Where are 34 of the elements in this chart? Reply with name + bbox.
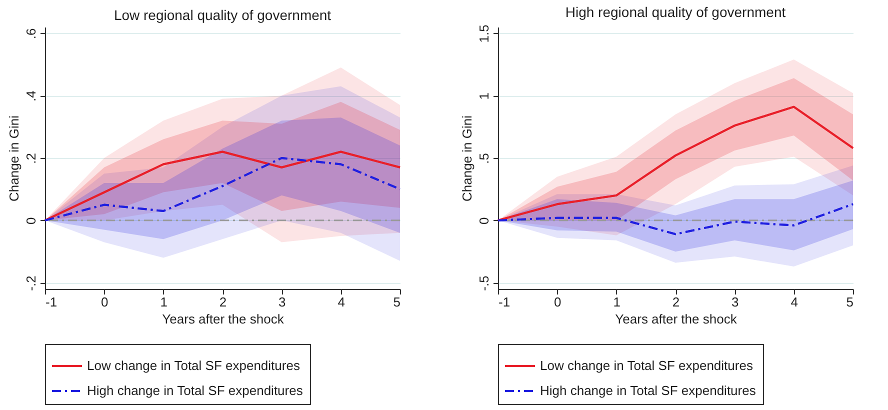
y-tick-label: 0 (24, 217, 38, 224)
x-tick-label: 5 (393, 294, 400, 310)
x-tick-label: -1 (46, 294, 58, 310)
legend-label: High change in Total SF expenditures (87, 383, 304, 398)
x-tick-label: 1 (613, 294, 620, 310)
chart-title: Low regional quality of government (114, 7, 332, 23)
y-tick-label: 1 (476, 92, 492, 100)
x-tick-label: 4 (790, 294, 798, 310)
x-tick-label: 0 (554, 294, 562, 310)
x-tick-label: 2 (219, 294, 227, 310)
chart-title: High regional quality of government (565, 4, 786, 20)
x-tick-label: 2 (672, 294, 680, 310)
x-tick-label: 3 (278, 294, 286, 310)
y-tick-label: 0 (476, 217, 492, 224)
x-tick-label: 0 (101, 294, 108, 310)
y-tick-label: -.5 (476, 276, 492, 291)
x-axis-title: Years after the shock (162, 312, 284, 326)
y-tick-label: -.2 (24, 276, 38, 291)
x-tick-label: 4 (338, 294, 345, 310)
y-axis-title: Change in Gini (6, 115, 22, 202)
y-tick-label: .2 (24, 153, 38, 164)
y-tick-label: .5 (476, 153, 492, 164)
legend-label: Low change in Total SF expenditures (540, 358, 754, 373)
y-axis-title: Change in Gini (460, 115, 474, 202)
legend-label: High change in Total SF expenditures (540, 383, 756, 398)
y-tick-label: 1.5 (476, 24, 492, 43)
x-tick-label: -1 (498, 294, 510, 310)
x-tick-label: 1 (160, 294, 168, 310)
x-tick-label: 5 (846, 294, 854, 310)
y-tick-label: .4 (24, 90, 38, 102)
x-tick-label: 3 (732, 294, 739, 310)
legend-label: Low change in Total SF expenditures (87, 358, 300, 373)
x-axis-title: Years after the shock (615, 312, 738, 326)
y-tick-label: .6 (24, 28, 38, 40)
